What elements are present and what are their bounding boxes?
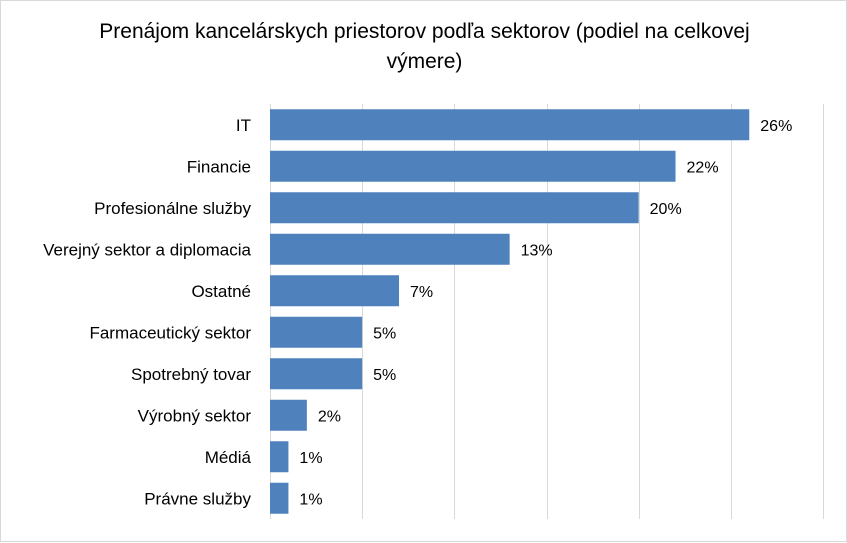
bar [270, 109, 750, 141]
bar [270, 441, 289, 473]
bar [270, 275, 400, 307]
value-label: 1% [299, 491, 322, 508]
chart-title: Prenájom kancelárskych priestorov podľa … [99, 20, 750, 73]
value-label: 13% [521, 242, 553, 259]
category-label: Spotrebný tovar [131, 365, 251, 384]
bar [270, 233, 510, 265]
bars [270, 109, 750, 514]
category-label: Ostatné [191, 282, 251, 301]
bar [270, 192, 639, 224]
category-label: Verejný sektor a diplomacia [43, 240, 251, 259]
category-label: Profesionálne služby [94, 199, 251, 218]
bar [270, 316, 363, 348]
category-label: Právne služby [144, 489, 251, 508]
value-label: 2% [318, 408, 341, 425]
category-label: Výrobný sektor [138, 406, 252, 425]
value-label: 22% [687, 159, 719, 176]
value-label: 5% [373, 325, 396, 342]
value-label: 5% [373, 367, 396, 384]
bar [270, 482, 289, 514]
value-label: 26% [760, 118, 792, 135]
value-label: 1% [299, 450, 322, 467]
category-label: Farmaceutický sektor [89, 323, 251, 342]
value-label: 20% [650, 201, 682, 218]
category-label: IT [236, 116, 251, 135]
category-labels: IT Financie Profesionálne služby Verejný se… [43, 116, 251, 509]
category-label: Financie [187, 157, 251, 176]
bar [270, 358, 363, 390]
value-label: 7% [410, 284, 433, 301]
bar [270, 150, 676, 182]
category-label: Médiá [205, 448, 252, 467]
bar [270, 399, 307, 431]
value-labels: 26% 22% 20% 13% 7% 5% 5% 2% 1% 1% [299, 118, 792, 509]
